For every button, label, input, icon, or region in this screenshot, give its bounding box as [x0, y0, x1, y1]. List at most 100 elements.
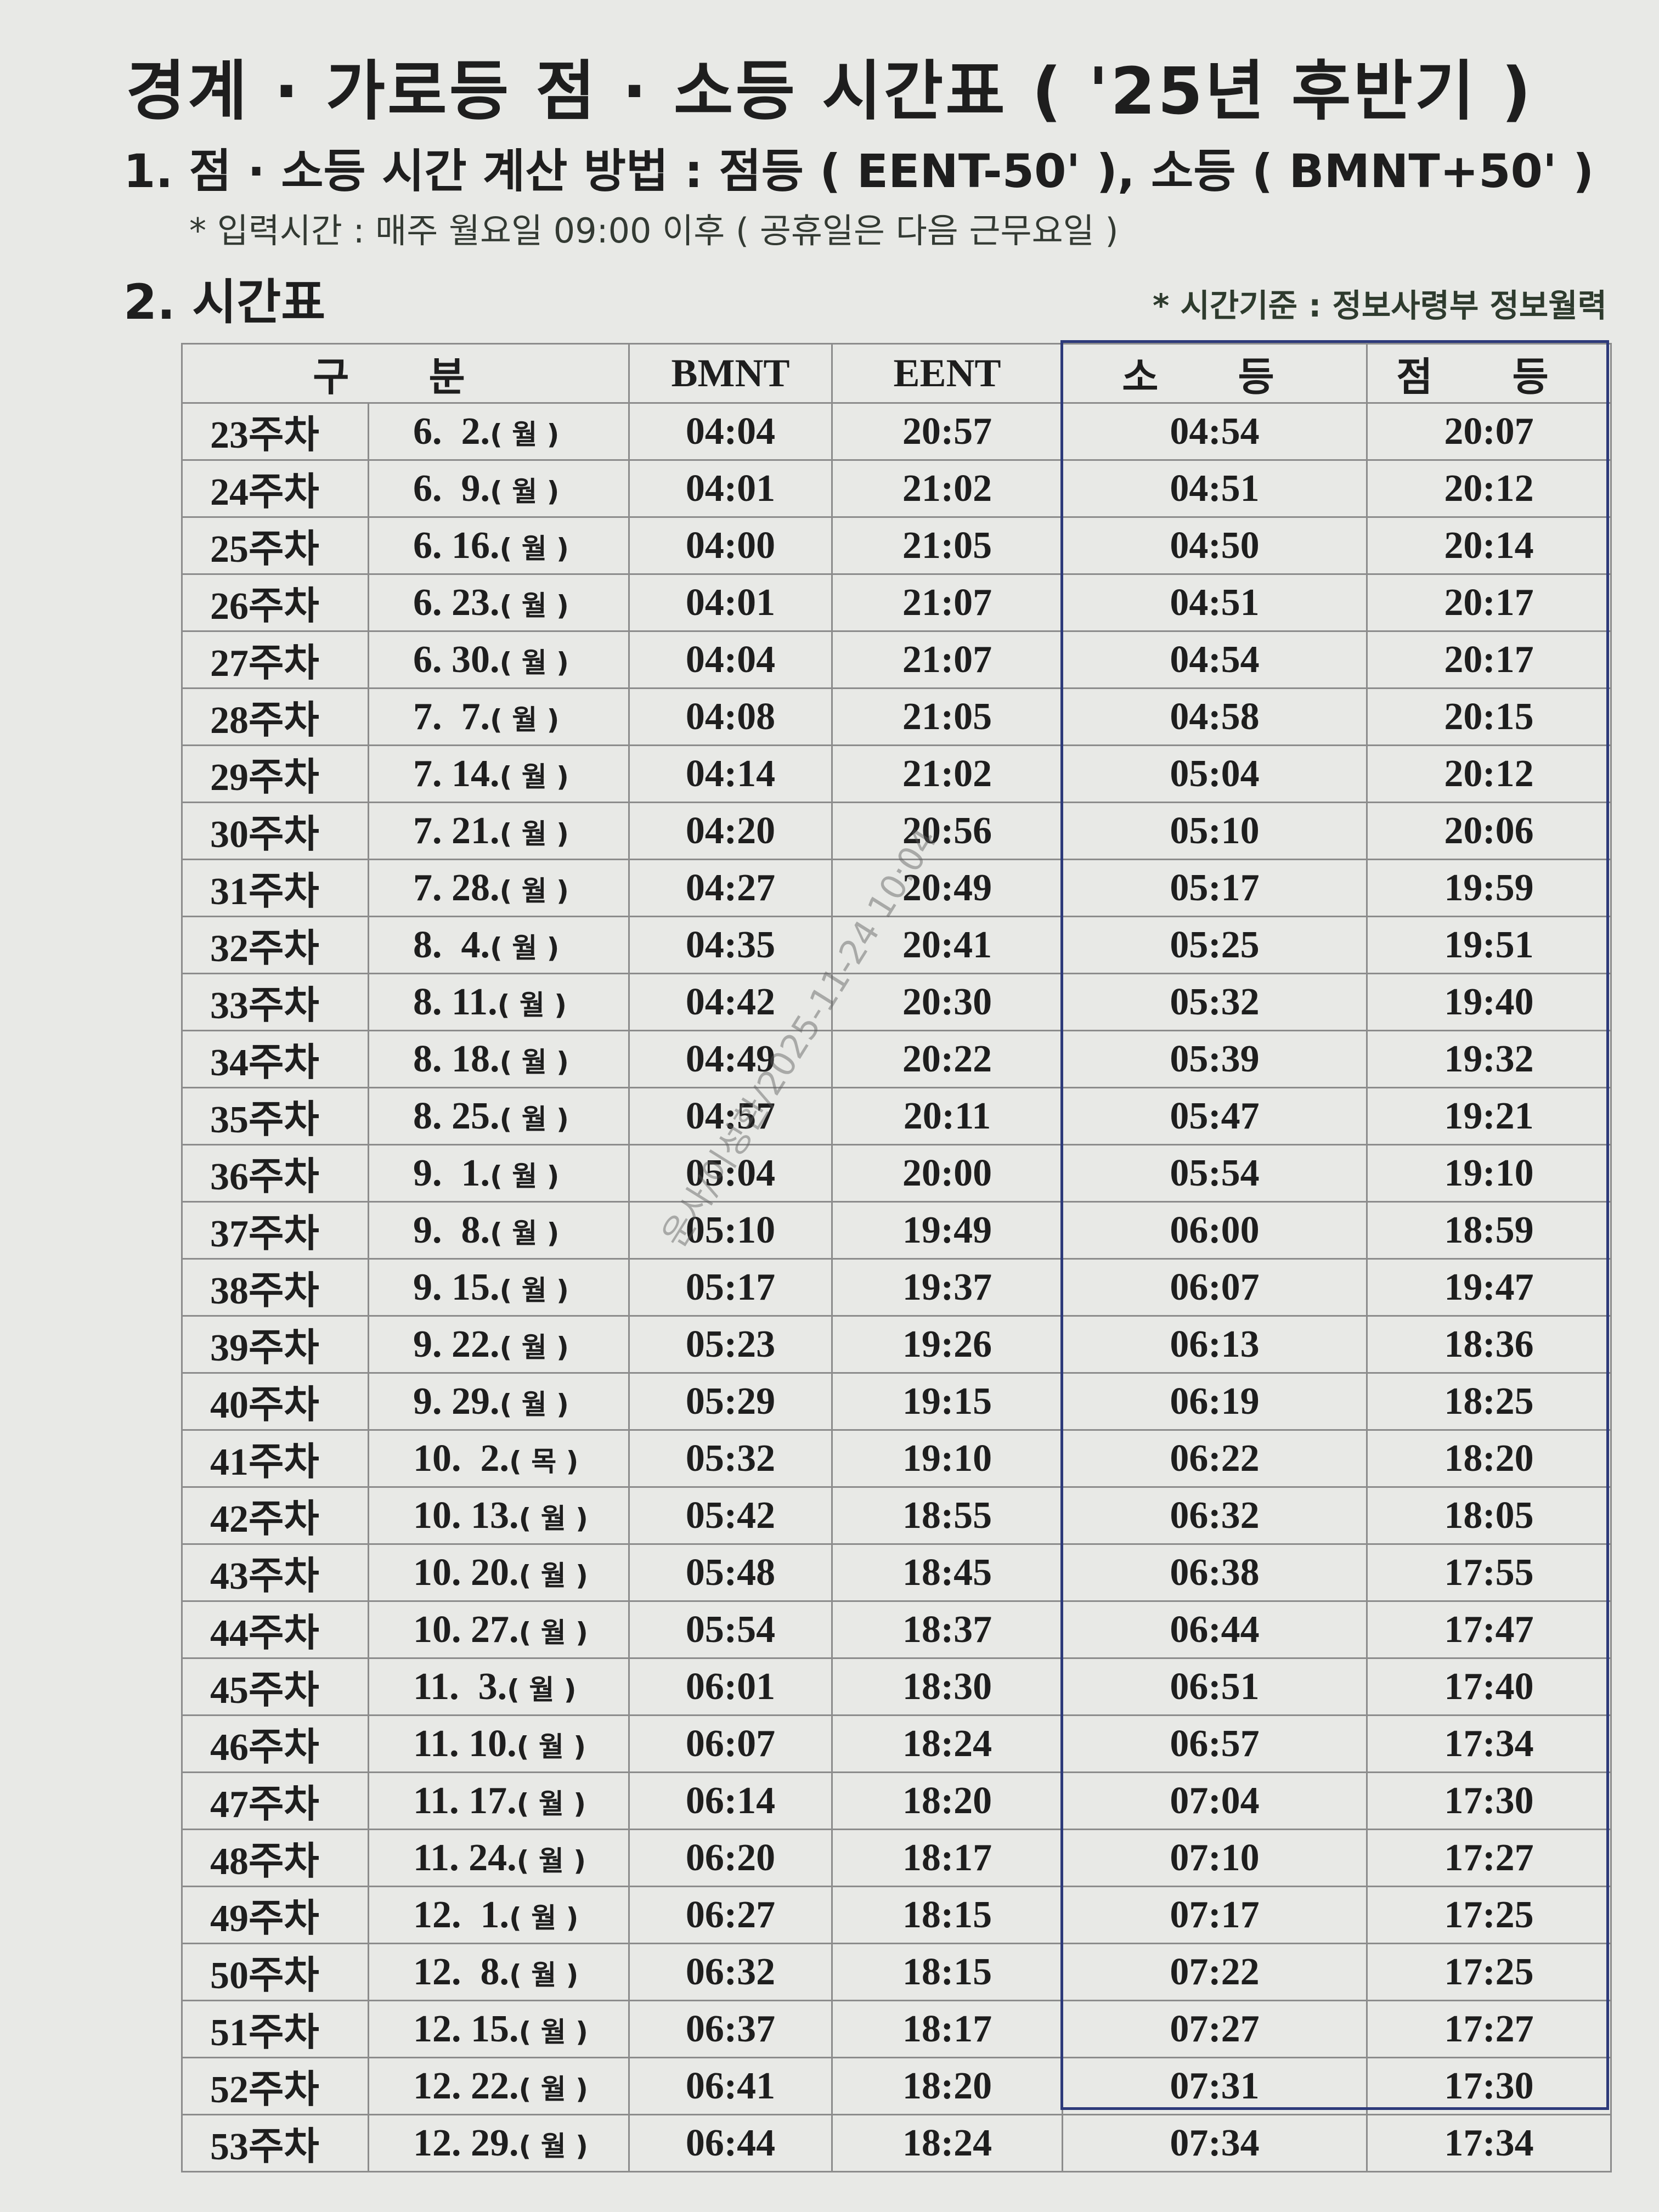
bmnt-cell-text: 06:44 [685, 2121, 776, 2164]
week-cell: 27주차 [181, 630, 369, 689]
lights-off-cell-text: 07:10 [1170, 1836, 1260, 1879]
eent-cell-text: 18:24 [902, 2121, 992, 2164]
lights-off-cell-text: 06:00 [1170, 1209, 1260, 1251]
eent-cell-text: 18:24 [902, 1722, 992, 1765]
bmnt-cell: 05:48 [628, 1543, 833, 1602]
lights-on-cell-text: 19:51 [1444, 923, 1534, 966]
lights-on-cell: 17:47 [1366, 1600, 1612, 1659]
week-cell: 33주차 [181, 973, 369, 1031]
lights-off-cell: 05:54 [1062, 1144, 1368, 1203]
week-cell-text: 34주차 [210, 1042, 319, 1084]
week-cell-text: 23주차 [210, 414, 319, 456]
lights-on-cell: 20:07 [1366, 402, 1612, 461]
eent-cell-text: 18:37 [902, 1608, 992, 1651]
lights-off-cell-text: 07:34 [1170, 2121, 1260, 2164]
table-row: 53주차 12. 29.( 월 ) 06:44 18:24 07:34 17:34 [181, 2114, 1612, 2172]
lights-on-cell-text: 18:36 [1444, 1323, 1534, 1365]
bmnt-cell: 04:20 [628, 802, 833, 860]
lights-off-cell: 06:51 [1062, 1657, 1368, 1716]
bmnt-cell: 05:54 [628, 1600, 833, 1659]
eent-cell: 19:37 [831, 1258, 1064, 1317]
date-cell: 10. 20.( 월 ) [367, 1543, 630, 1602]
week-cell: 46주차 [181, 1714, 369, 1773]
week-cell-text: 47주차 [210, 1784, 319, 1826]
week-cell: 28주차 [181, 687, 369, 746]
eent-cell: 20:41 [831, 916, 1064, 974]
weekday-text: ( 월 ) [497, 989, 567, 1021]
table-row: 37주차 9. 8.( 월 ) 05:10 19:49 06:00 18:59 [181, 1201, 1612, 1260]
eent-cell: 19:26 [831, 1315, 1064, 1374]
bmnt-cell-text: 05:48 [685, 1551, 776, 1594]
lights-on-cell: 20:17 [1366, 630, 1612, 689]
date-cell-text: 10. 20. [413, 1551, 519, 1594]
bmnt-cell: 04:42 [628, 973, 833, 1031]
lights-off-cell-text: 04:54 [1170, 638, 1260, 681]
weekday-text: ( 월 ) [518, 2016, 589, 2048]
lights-off-cell: 07:10 [1062, 1829, 1368, 1887]
week-cell: 39주차 [181, 1315, 369, 1374]
bmnt-cell-text: 05:23 [685, 1323, 776, 1365]
date-cell-text: 6. 9. [413, 467, 490, 510]
lights-on-cell-text: 18:05 [1444, 1494, 1534, 1537]
eent-cell-text: 18:17 [902, 1836, 992, 1879]
week-cell-text: 50주차 [210, 1955, 319, 1997]
eent-cell-text: 18:45 [902, 1551, 992, 1594]
lights-off-cell-text: 06:13 [1170, 1323, 1260, 1365]
bmnt-cell: 04:01 [628, 459, 833, 518]
lights-off-cell: 07:04 [1062, 1771, 1368, 1830]
date-cell-text: 8. 18. [413, 1037, 500, 1080]
eent-cell-text: 21:02 [902, 467, 992, 510]
bmnt-cell-text: 06:20 [685, 1836, 776, 1879]
week-cell-text: 30주차 [210, 814, 319, 856]
eent-cell: 19:15 [831, 1372, 1064, 1431]
eent-cell: 18:17 [831, 2000, 1064, 2058]
eent-cell-text: 19:49 [902, 1209, 992, 1251]
bmnt-cell-text: 06:37 [685, 2007, 776, 2050]
week-cell-text: 48주차 [210, 1841, 319, 1883]
lights-on-cell: 19:10 [1366, 1144, 1612, 1203]
table-row: 36주차 9. 1.( 월 ) 05:04 20:00 05:54 19:10 [181, 1144, 1612, 1203]
date-cell: 6. 23.( 월 ) [367, 573, 630, 632]
lights-off-cell: 06:19 [1062, 1372, 1368, 1431]
bmnt-cell: 04:57 [628, 1087, 833, 1146]
eent-cell-text: 20:22 [902, 1037, 992, 1080]
date-cell-text: 6. 23. [413, 581, 500, 624]
bmnt-cell: 05:23 [628, 1315, 833, 1374]
weekday-text: ( 월 ) [490, 703, 560, 736]
bmnt-cell: 05:04 [628, 1144, 833, 1203]
week-cell: 26주차 [181, 573, 369, 632]
lights-off-cell-text: 06:57 [1170, 1722, 1260, 1765]
week-cell-text: 51주차 [210, 2012, 319, 2054]
lights-off-cell-text: 05:25 [1170, 923, 1260, 966]
lights-on-cell-text: 17:34 [1444, 2121, 1534, 2164]
date-cell: 12. 29.( 월 ) [367, 2114, 630, 2172]
eent-cell-text: 21:02 [902, 752, 992, 795]
header-lights-off: 소 등 [1062, 343, 1368, 404]
lights-off-cell-text: 06:44 [1170, 1608, 1260, 1651]
lights-on-cell: 17:27 [1366, 2000, 1612, 2058]
lights-off-cell: 06:38 [1062, 1543, 1368, 1602]
week-cell: 30주차 [181, 802, 369, 860]
bmnt-cell: 06:14 [628, 1771, 833, 1830]
bmnt-cell-text: 06:41 [685, 2064, 776, 2107]
date-cell-text: 11. 17. [413, 1779, 517, 1822]
week-cell-text: 44주차 [210, 1612, 319, 1655]
date-cell: 11. 17.( 월 ) [367, 1771, 630, 1830]
weekday-text: ( 월 ) [490, 418, 560, 450]
week-cell: 41주차 [181, 1429, 369, 1488]
date-cell: 7. 21.( 월 ) [367, 802, 630, 860]
lights-on-cell-text: 20:12 [1444, 467, 1534, 510]
lights-off-cell: 04:54 [1062, 630, 1368, 689]
lights-on-cell-text: 19:32 [1444, 1037, 1534, 1080]
bmnt-cell: 06:01 [628, 1657, 833, 1716]
date-cell: 10. 13.( 월 ) [367, 1486, 630, 1545]
eent-cell: 21:05 [831, 687, 1064, 746]
date-cell-text: 10. 2. [413, 1437, 509, 1480]
bmnt-cell: 05:17 [628, 1258, 833, 1317]
lights-on-cell: 20:12 [1366, 744, 1612, 803]
table-row: 27주차 6. 30.( 월 ) 04:04 21:07 04:54 20:17 [181, 630, 1612, 689]
eent-cell: 18:30 [831, 1657, 1064, 1716]
bmnt-cell-text: 04:01 [685, 581, 776, 624]
week-cell-text: 45주차 [210, 1669, 319, 1712]
bmnt-cell: 06:44 [628, 2114, 833, 2172]
